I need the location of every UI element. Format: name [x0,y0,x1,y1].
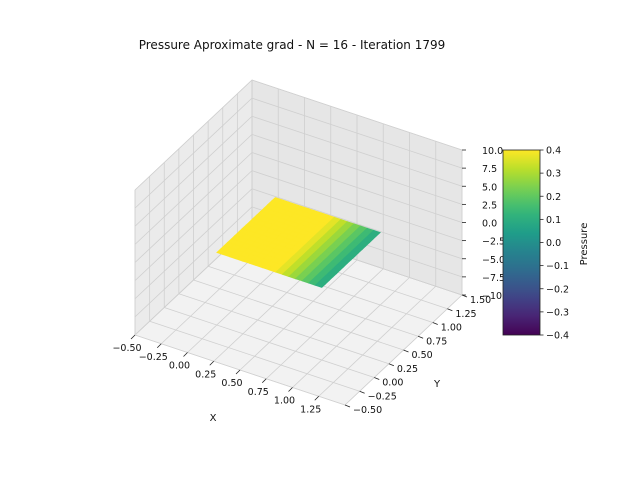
colorbar-tick-label: 0.4 [546,146,561,157]
grid-line [134,115,253,227]
grid-line [134,188,253,300]
z-tick-label: −2.5 [482,237,505,248]
z-tick-label: 5.0 [482,182,497,193]
x-tick-mark [209,360,215,366]
y-tick-mark [388,363,395,367]
grid-line [251,188,463,260]
z-tick-label: 10.0 [482,146,503,157]
y-axis-label: Y [433,379,441,390]
grid-line [134,97,253,209]
z-tick-label: −7.5 [482,273,505,284]
grid-line [251,79,463,151]
colorbar-label: Pressure [579,223,590,266]
x-tick-label: −0.25 [139,352,168,363]
grid-line [251,97,463,169]
colorbar: 0.4 0.3 0.2 0.1 0.0 −0.1 −0.2 −0.3 −0.4 [502,146,569,342]
y-tick-mark [447,308,453,312]
grid-line [134,170,253,281]
grid-line [164,307,375,378]
x-tick-mark [235,369,241,375]
y-tick-mark [374,377,380,380]
x-tick-mark [183,352,188,357]
colorbar-tick-label: −0.3 [546,307,569,318]
grid-line [193,279,404,351]
y-tick-label: 0.50 [412,350,433,361]
colorbar-tick-label: −0.1 [546,261,569,272]
x-tick-label: −0.50 [112,343,141,354]
x-tick-label: 0.25 [195,369,216,380]
y-tick-mark [417,335,424,339]
y-tick-label: −0.25 [368,391,397,402]
grid-line [251,115,463,187]
y-tick-label: 1.50 [470,295,491,306]
grid-line [251,133,463,205]
y-tick-label: 1.00 [441,323,462,334]
x-tick-label: 1.00 [274,396,295,407]
colorbar-tick-label: 0.2 [546,192,561,203]
grid-line [207,265,419,337]
grid-line [134,134,253,245]
grid-line [134,79,253,191]
colorbar-gradient [502,149,541,336]
colorbar-tick-label: 0.0 [546,238,561,249]
grid-line [134,152,253,263]
colorbar-tick-label: −0.4 [546,331,569,342]
colorbar-tick-label: 0.1 [546,215,561,226]
x-axis-label: X [210,413,217,424]
y-tick-label: 0.75 [426,336,447,347]
colorbar-tick-label: 0.3 [546,169,561,180]
x-tick-mark [156,343,162,349]
z-tick-label: 7.5 [482,164,497,175]
x-tick-mark [261,378,267,384]
grid-line [251,152,463,223]
z-tick-label: 0.0 [482,219,497,230]
surface-cell [314,281,327,288]
y-tick-label: 0.25 [397,364,418,375]
grid-line [134,206,253,318]
x-tick-mark [288,387,293,392]
x-tick-label: 0.75 [248,387,269,398]
y-tick-mark [359,390,365,394]
chart-title: Pressure Aproximate grad - N = 16 - Iter… [138,38,446,52]
z-tick-label: −10.0 [482,291,511,302]
axis-ticks: −0.50−0.250.000.250.500.751.001.25 −0.50−… [112,146,511,416]
x-tick-label: 0.50 [221,378,242,389]
y-tick-label: 1.25 [455,309,476,320]
grid-line [178,293,390,365]
x-tick-mark [314,395,320,401]
y-tick-mark [403,349,409,353]
y-tick-mark [432,322,438,325]
grid-line [251,170,463,242]
x-tick-label: 1.25 [300,404,321,415]
y-tick-label: 0.00 [382,378,403,389]
surface-mesh [216,197,381,288]
z-tick-label: −5.0 [482,255,505,266]
z-tick-label: 2.5 [482,200,497,211]
grid-line [149,320,360,392]
x-tick-label: 0.00 [169,361,190,372]
y-tick-mark [344,404,351,408]
colorbar-tick-label: −0.2 [546,284,569,295]
x-tick-mark [130,334,136,340]
y-tick-label: −0.50 [353,405,382,416]
